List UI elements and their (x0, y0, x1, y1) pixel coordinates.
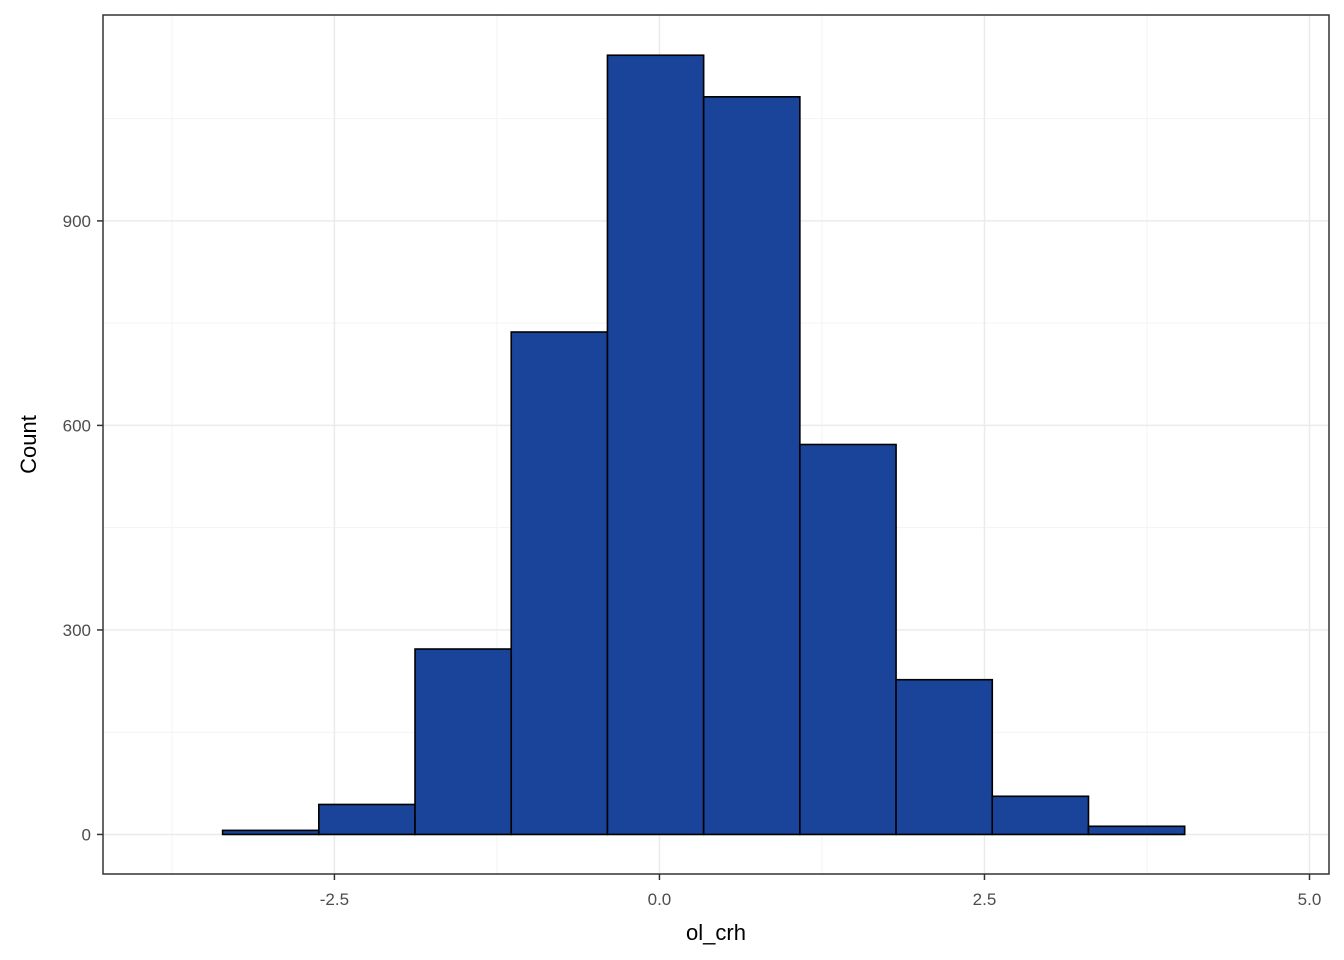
x-axis-title: ol_crh (686, 920, 746, 945)
histogram-bar (895, 678, 994, 836)
y-tick-label: 600 (63, 416, 91, 435)
y-axis-title: Count (16, 415, 41, 474)
histogram-bar (414, 648, 513, 836)
x-tick-label: 0.0 (648, 890, 672, 909)
x-tick-label: 2.5 (973, 890, 997, 909)
x-tick-label: -2.5 (320, 890, 349, 909)
histogram-bar (221, 829, 320, 836)
panel-border (102, 14, 1330, 875)
histogram-bar (702, 96, 801, 836)
x-tick-label: 5.0 (1298, 890, 1322, 909)
histogram-bar (318, 803, 416, 836)
y-tick-label: 300 (63, 621, 91, 640)
histogram-bar (606, 54, 705, 836)
histogram-bar (510, 331, 609, 836)
histogram-bar (991, 795, 1090, 836)
x-axis-ticks: -2.5 0.0 2.5 5.0 (320, 874, 1322, 909)
histogram-bar (799, 443, 897, 836)
histogram-bars (221, 54, 1186, 836)
y-tick-label: 0 (82, 825, 91, 844)
y-axis-ticks: 0 300 600 900 (63, 212, 103, 844)
histogram-bar (1087, 825, 1186, 836)
y-tick-label: 900 (63, 212, 91, 231)
